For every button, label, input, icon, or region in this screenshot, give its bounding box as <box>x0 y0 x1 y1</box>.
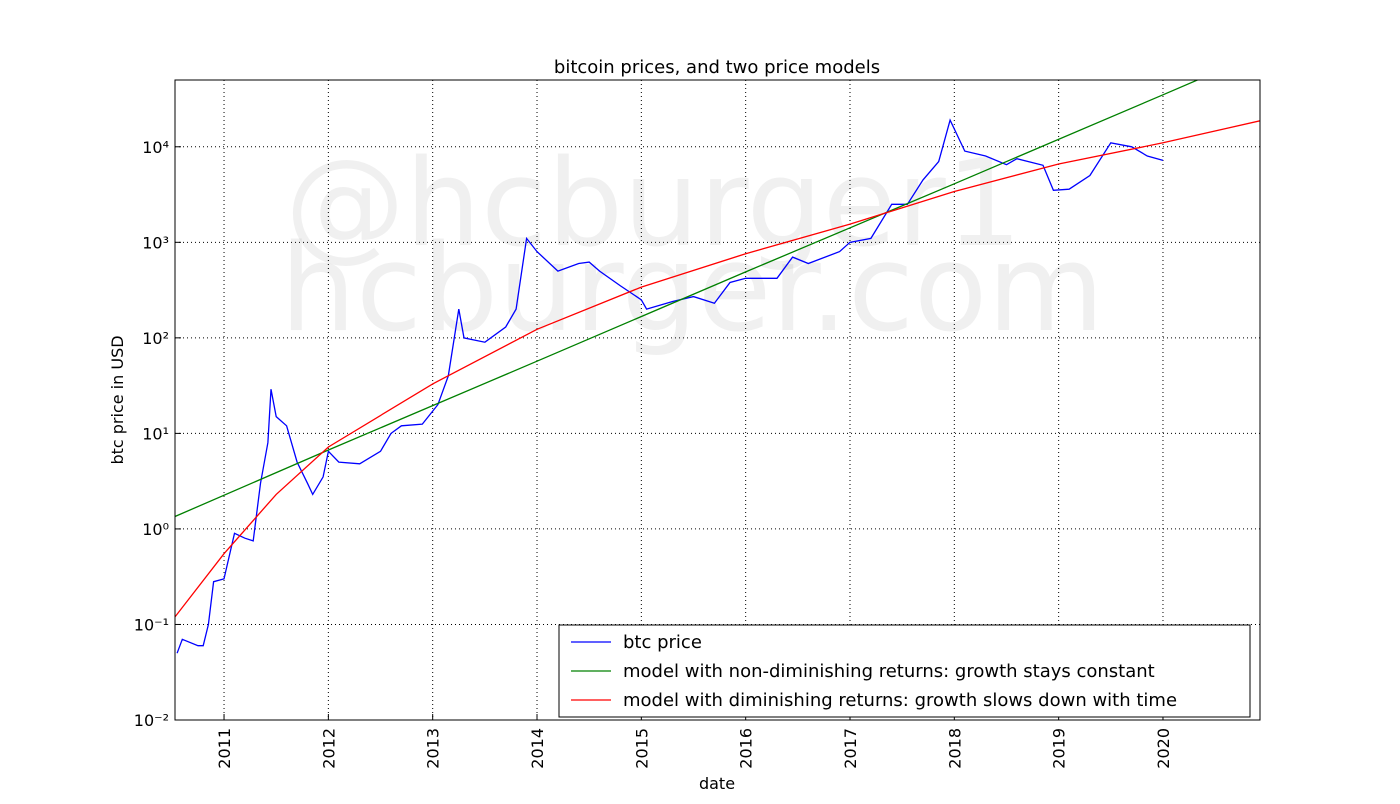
series-line <box>176 118 1164 654</box>
legend-label: btc price <box>623 632 702 653</box>
x-tick-label: 2015 <box>632 728 651 769</box>
legend-label: model with diminishing returns: growth s… <box>623 690 1177 711</box>
series-line <box>175 80 1200 518</box>
y-tick-label: 10³ <box>142 233 169 252</box>
legend-label: model with non-diminishing returns: grow… <box>623 661 1155 682</box>
y-axis-label: btc price in USD <box>108 335 127 464</box>
legend-box <box>558 624 1251 718</box>
x-tick-label: 2012 <box>319 728 338 769</box>
x-tick-label: 2020 <box>1154 728 1173 769</box>
chart-title: bitcoin prices, and two price models <box>554 57 880 78</box>
plot-frame <box>174 79 1261 721</box>
x-tick-label: 2019 <box>1050 728 1069 769</box>
x-tick-label: 2011 <box>215 728 234 769</box>
x-tick-label: 2014 <box>528 728 547 769</box>
y-tick-label: 10⁴ <box>142 138 169 157</box>
watermark: hcburger.com <box>280 220 1104 359</box>
x-axis-label: date <box>699 774 735 793</box>
y-tick-label: 10⁰ <box>142 520 169 539</box>
x-tick-label: 2017 <box>841 728 860 769</box>
y-tick-label: 10² <box>142 329 169 348</box>
y-tick-label: 10⁻² <box>134 711 169 730</box>
series-line <box>175 120 1260 618</box>
y-tick-label: 10⁻¹ <box>134 615 169 634</box>
y-tick-label: 10¹ <box>142 424 169 443</box>
x-tick-label: 2016 <box>737 728 756 769</box>
x-tick-label: 2013 <box>424 728 443 769</box>
x-tick-label: 2018 <box>945 728 964 769</box>
